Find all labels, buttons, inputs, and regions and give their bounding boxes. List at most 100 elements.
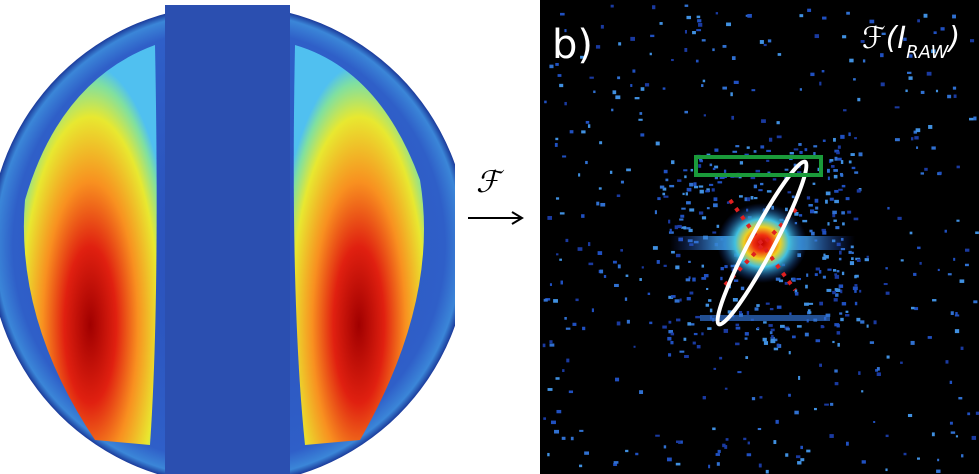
speckle [655,435,660,437]
speckle [714,197,718,201]
speckle [862,460,866,463]
speckle [830,198,834,201]
speckle [562,369,564,372]
speckle [768,324,772,327]
speckle [617,194,620,197]
speckle [621,181,624,184]
speckle [855,302,857,305]
speckle [739,195,743,197]
speckle [867,325,869,328]
speckle [802,220,807,222]
speckle [786,328,790,331]
speckle [610,171,612,174]
speckle [792,336,796,339]
speckle [840,173,843,176]
speckle [689,183,693,187]
speckle [835,382,839,385]
speckle [599,187,602,189]
speckle [571,437,574,440]
speckle [854,275,857,278]
speckle [572,323,576,326]
speckle [900,362,903,364]
speckle [846,12,850,15]
speckle [819,270,821,274]
speckle [932,432,935,436]
speckle [745,337,748,339]
speckle [832,291,836,294]
speckle [774,348,778,351]
speckle [831,165,835,168]
speckle [701,84,703,87]
speckle [671,333,674,336]
speckle [669,185,674,187]
speckle [839,284,843,287]
speckle [770,331,773,334]
speckle [712,428,715,431]
speckle [686,16,691,19]
speckle [551,421,556,425]
speckle [910,232,913,235]
speckle [732,151,737,153]
speckle [934,31,937,34]
speckle [815,199,819,203]
speckle [754,197,757,199]
speckle [924,14,928,18]
speckle [677,179,681,182]
speckle [759,396,762,398]
speckle [733,298,738,302]
speckle [756,170,761,173]
speckle [853,287,858,291]
speckle [800,458,804,461]
speckle [835,275,839,279]
speckle [911,341,915,345]
speckle [969,118,973,121]
speckle [707,327,711,330]
speckle [849,160,852,163]
speckle [841,211,845,214]
speckle [704,114,706,116]
center-band [165,5,290,474]
speckle [857,189,861,192]
speckle [953,258,955,261]
speckle [758,189,762,191]
speckle [648,293,650,295]
speckle [833,138,836,142]
speckle [702,265,704,268]
speckle [970,39,974,42]
speckle [724,170,726,173]
speckle [789,351,791,354]
speckle [815,34,819,38]
speckle [819,82,821,86]
speckle [626,169,631,172]
speckle [813,145,817,147]
speckle [917,457,920,459]
speckle [833,220,836,222]
speckle [921,172,924,174]
speckle [917,19,920,22]
speckle [615,378,619,382]
speckle [767,190,772,192]
speckle [657,260,660,264]
speckle [745,197,748,201]
speckle [799,151,802,154]
speckle [768,39,771,42]
speckle [559,84,563,87]
speckle [550,343,555,346]
speckle [756,304,759,307]
speckle [837,324,840,327]
speckle [834,200,839,203]
speckle [775,420,778,424]
speckle [588,124,590,128]
speckle [881,82,885,86]
speckle [652,5,655,9]
speckle [761,119,766,123]
speckle [686,201,691,204]
speckle [822,17,826,20]
speckle [726,23,731,27]
speckle [936,470,940,473]
speckle [957,166,960,169]
speckle [679,218,683,220]
speckle [638,119,642,121]
speckle [627,320,630,324]
speckle [712,48,714,51]
